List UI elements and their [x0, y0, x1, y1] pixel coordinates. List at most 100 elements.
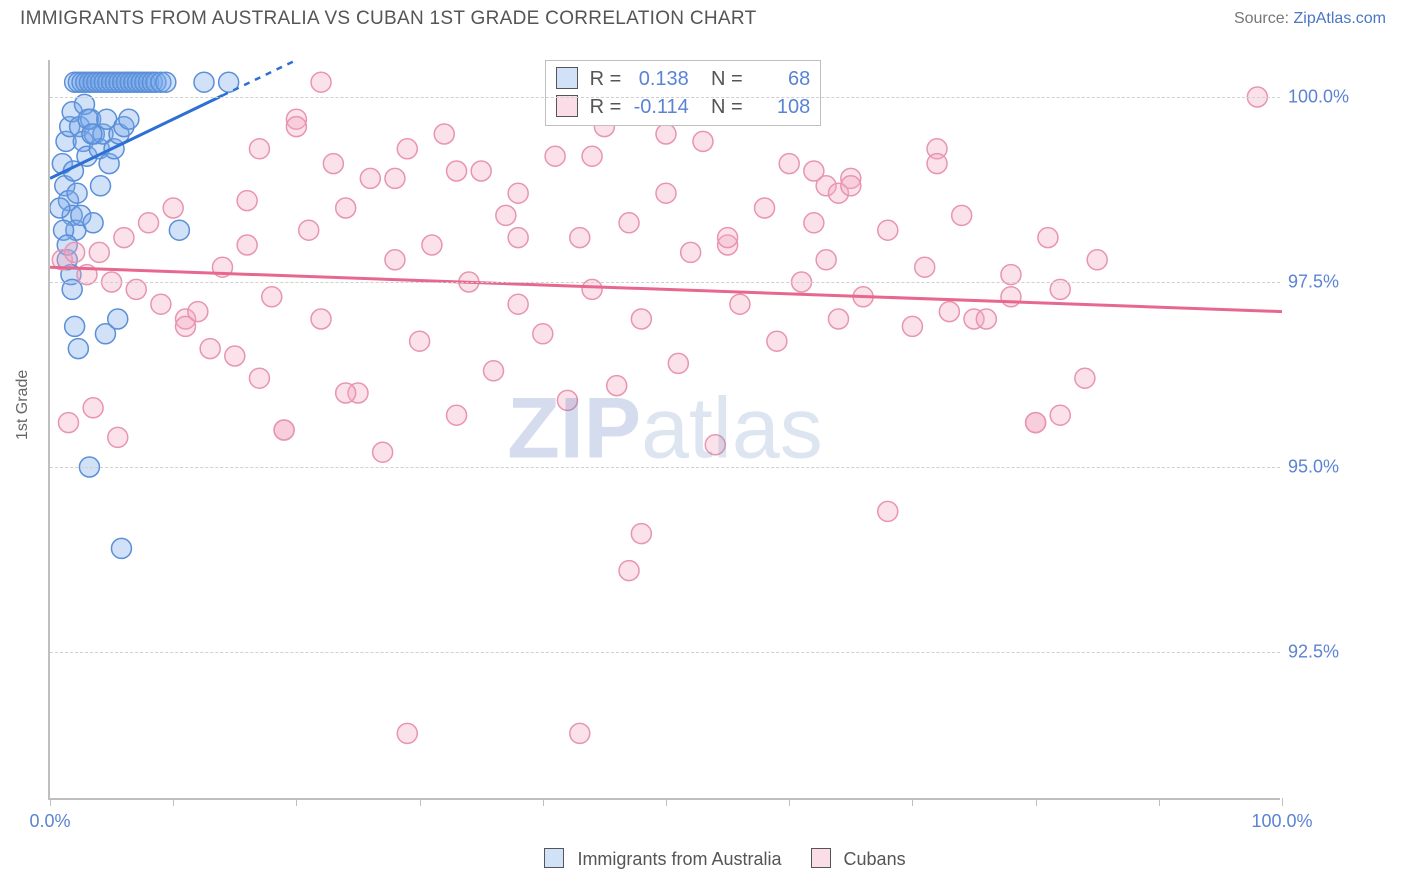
legend-N-label: N = [711, 68, 743, 90]
legend-N-blue: 68 [748, 65, 810, 93]
chart-title: IMMIGRANTS FROM AUSTRALIA VS CUBAN 1ST G… [20, 8, 757, 30]
plot-wrap: ZIPatlas R = 0.138 N = 68 R = -0.114 N =… [48, 60, 1378, 800]
data-point [631, 524, 651, 544]
data-point [50, 198, 70, 218]
data-point [902, 316, 922, 336]
x-tick [912, 798, 913, 806]
data-point [262, 287, 282, 307]
x-tick-label: 0.0% [29, 811, 70, 832]
data-point [755, 198, 775, 218]
data-point [58, 413, 78, 433]
swatch-blue-icon [556, 67, 578, 89]
data-point [373, 442, 393, 462]
data-point [299, 220, 319, 240]
data-point [668, 353, 688, 373]
data-point [1050, 405, 1070, 425]
y-tick-label: 95.0% [1288, 457, 1339, 478]
source-attribution: Source: ZipAtlas.com [1234, 10, 1386, 28]
legend-R-label2: R = [590, 96, 622, 118]
data-point [570, 723, 590, 743]
data-point [82, 124, 102, 144]
data-point [67, 183, 87, 203]
x-tick [1159, 798, 1160, 806]
data-point [705, 435, 725, 455]
data-point [570, 228, 590, 248]
legend-R-label: R = [590, 68, 622, 90]
x-tick [173, 798, 174, 806]
data-point [323, 154, 343, 174]
swatch-blue-bottom-icon [544, 848, 564, 868]
source-name[interactable]: ZipAtlas.com [1294, 10, 1386, 27]
grid-line [50, 467, 1280, 468]
x-tick [789, 798, 790, 806]
data-point [360, 168, 380, 188]
data-point [508, 228, 528, 248]
data-point [194, 72, 214, 92]
data-point [163, 198, 183, 218]
data-point [91, 176, 111, 196]
y-tick-label: 92.5% [1288, 642, 1339, 663]
data-point [151, 294, 171, 314]
data-point [828, 309, 848, 329]
data-point [484, 361, 504, 381]
data-point [336, 198, 356, 218]
data-point [816, 250, 836, 270]
data-point [976, 309, 996, 329]
data-point [1026, 413, 1046, 433]
data-point [915, 257, 935, 277]
data-point [557, 390, 577, 410]
data-point [176, 316, 196, 336]
data-point [237, 235, 257, 255]
x-tick-label: 100.0% [1251, 811, 1312, 832]
data-point [385, 250, 405, 270]
data-point [681, 242, 701, 262]
data-point [311, 309, 331, 329]
y-tick-label: 97.5% [1288, 272, 1339, 293]
data-point [508, 294, 528, 314]
data-point [237, 191, 257, 211]
data-point [139, 213, 159, 233]
data-point [471, 161, 491, 181]
x-tick [50, 798, 51, 806]
source-prefix: Source: [1234, 10, 1294, 27]
legend-N-label2: N = [711, 96, 743, 118]
x-tick [543, 798, 544, 806]
data-point [249, 139, 269, 159]
data-point [65, 316, 85, 336]
data-point [68, 339, 88, 359]
data-point [545, 146, 565, 166]
data-point [108, 309, 128, 329]
data-point [249, 368, 269, 388]
data-point [607, 376, 627, 396]
swatch-pink-bottom-icon [811, 848, 831, 868]
plot-area: ZIPatlas R = 0.138 N = 68 R = -0.114 N =… [48, 60, 1280, 800]
x-tick [1282, 798, 1283, 806]
data-point [952, 205, 972, 225]
data-point [804, 161, 824, 181]
legend-stats-row-blue: R = 0.138 N = 68 [556, 65, 810, 93]
data-point [656, 183, 676, 203]
data-point [878, 220, 898, 240]
data-point [410, 331, 430, 351]
plot-svg [50, 60, 1282, 800]
data-point [447, 405, 467, 425]
data-point [156, 72, 176, 92]
y-tick-label: 100.0% [1288, 87, 1349, 108]
legend-R-blue: 0.138 [627, 65, 689, 93]
data-point [939, 302, 959, 322]
data-point [397, 139, 417, 159]
swatch-pink-icon [556, 95, 578, 117]
data-point [434, 124, 454, 144]
data-point [779, 154, 799, 174]
data-point [927, 154, 947, 174]
data-point [447, 161, 467, 181]
data-point [730, 294, 750, 314]
data-point [841, 176, 861, 196]
data-point [496, 205, 516, 225]
data-point [83, 213, 103, 233]
data-point [225, 346, 245, 366]
data-point [200, 339, 220, 359]
grid-line [50, 282, 1280, 283]
grid-line [50, 97, 1280, 98]
data-point [767, 331, 787, 351]
